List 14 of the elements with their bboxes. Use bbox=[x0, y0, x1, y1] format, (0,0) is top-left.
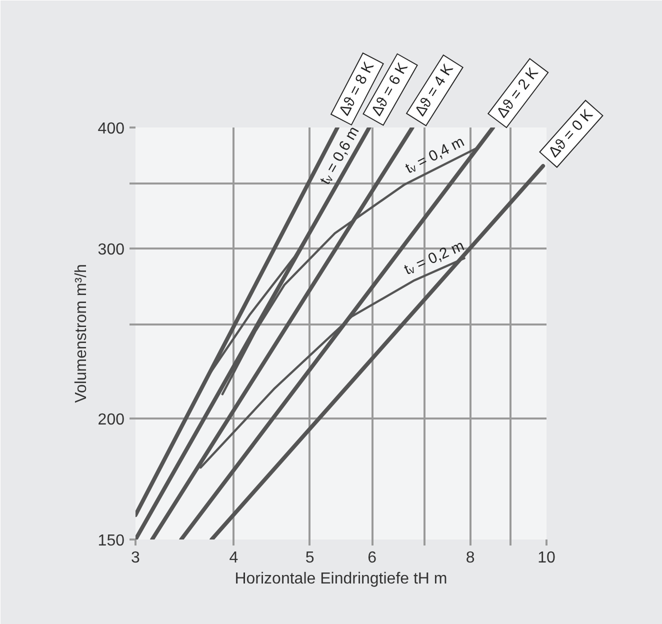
y-tick-label: 150 bbox=[98, 532, 125, 550]
x-axis-title: Horizontale Eindringtiefe tH m bbox=[234, 570, 448, 588]
y-tick-label: 300 bbox=[98, 241, 125, 258]
x-tick-label: 4 bbox=[229, 550, 238, 566]
x-tick-label: 10 bbox=[538, 550, 556, 566]
x-tick-label: 8 bbox=[466, 550, 475, 566]
y-tick-label: 400 bbox=[98, 120, 125, 138]
x-tick-label: 5 bbox=[305, 550, 314, 566]
x-tick-label: 6 bbox=[368, 550, 377, 566]
y-tick-label: 200 bbox=[98, 412, 125, 429]
y-axis-title: Volumenstrom m³/h bbox=[72, 264, 90, 403]
x-tick-label: 3 bbox=[131, 550, 140, 566]
annotation: tᵥ = 0,2 m bbox=[402, 237, 467, 278]
annotation: tᵥ = 0,4 m bbox=[402, 133, 468, 178]
